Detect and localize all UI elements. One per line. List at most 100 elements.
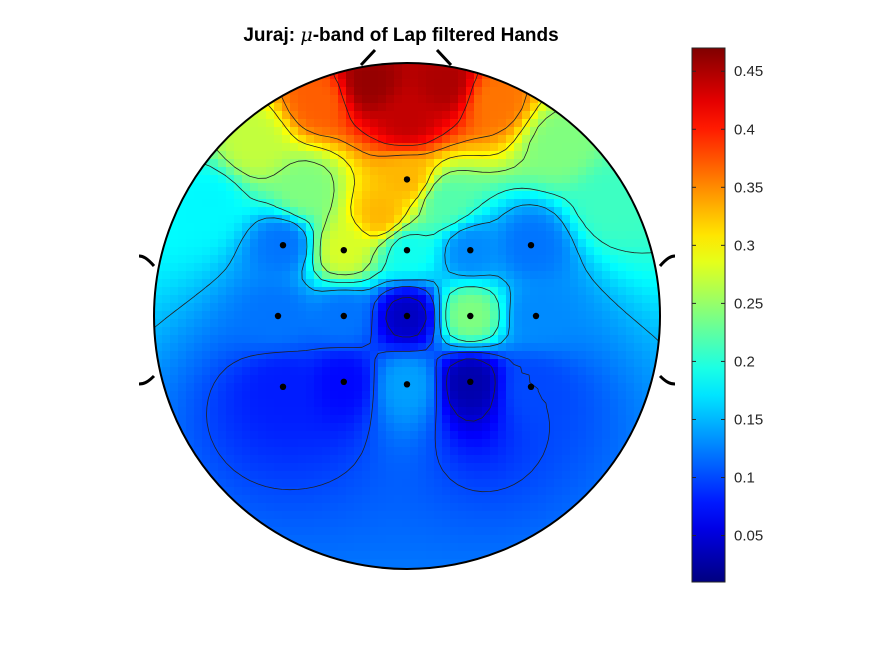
heatmap-cell [266, 407, 275, 416]
heatmap-cell [322, 543, 331, 552]
heatmap-cell [530, 159, 539, 168]
heatmap-cell [226, 447, 235, 456]
heatmap-cell [530, 247, 539, 256]
heatmap-cell [282, 119, 291, 128]
heatmap-cell [218, 175, 227, 184]
heatmap-cell [338, 359, 347, 368]
heatmap-cell [338, 279, 347, 288]
colorbar-tick-label: 0.2 [734, 353, 755, 370]
heatmap-cell [618, 431, 627, 440]
heatmap-cell [586, 231, 595, 240]
heatmap-cell [370, 439, 379, 448]
heatmap-cell [594, 247, 603, 256]
heatmap-cell [442, 335, 451, 344]
heatmap-cell [530, 183, 539, 192]
heatmap-cell [586, 263, 595, 272]
heatmap-cell [538, 439, 547, 448]
heatmap-cell [434, 255, 443, 264]
heatmap-cell [402, 343, 411, 352]
heatmap-cell [458, 87, 467, 96]
heatmap-cell [330, 463, 339, 472]
heatmap-cell [562, 191, 571, 200]
heatmap-cell [458, 535, 467, 544]
heatmap-cell [210, 455, 219, 464]
heatmap-cell [354, 175, 363, 184]
heatmap-cell [234, 207, 243, 216]
heatmap-cell [274, 231, 283, 240]
heatmap-cell [530, 335, 539, 344]
heatmap-cell [330, 239, 339, 248]
heatmap-cell [386, 111, 395, 120]
heatmap-cell [418, 391, 427, 400]
heatmap-cell [378, 359, 387, 368]
heatmap-cell [274, 135, 283, 144]
heatmap-cell [402, 399, 411, 408]
heatmap-cell [362, 343, 371, 352]
heatmap-cell [322, 367, 331, 376]
heatmap-cell [170, 407, 179, 416]
heatmap-cell [290, 207, 299, 216]
heatmap-cell [362, 399, 371, 408]
heatmap-cell [498, 319, 507, 328]
heatmap-cell [370, 207, 379, 216]
heatmap-cell [386, 391, 395, 400]
heatmap-cell [474, 303, 483, 312]
heatmap-cell [242, 191, 251, 200]
heatmap-cell [322, 327, 331, 336]
heatmap-cell [370, 415, 379, 424]
heatmap-cell [530, 447, 539, 456]
heatmap-cell [346, 367, 355, 376]
heatmap-cell [466, 167, 475, 176]
heatmap-cell [282, 471, 291, 480]
heatmap-cell [506, 471, 515, 480]
heatmap-cell [466, 199, 475, 208]
heatmap-cell [250, 295, 259, 304]
heatmap-cell [162, 263, 171, 272]
heatmap-cell [642, 343, 651, 352]
heatmap-cell [490, 207, 499, 216]
heatmap-cell [282, 431, 291, 440]
heatmap-cell [362, 519, 371, 528]
heatmap-cell [586, 407, 595, 416]
heatmap-cell [586, 455, 595, 464]
heatmap-cell [514, 479, 523, 488]
heatmap-cell [354, 151, 363, 160]
heatmap-cell [370, 407, 379, 416]
heatmap-cell [282, 495, 291, 504]
heatmap-cell [274, 327, 283, 336]
heatmap-cell [642, 311, 651, 320]
heatmap-cell [162, 287, 171, 296]
heatmap-cell [482, 103, 491, 112]
heatmap-cell [466, 415, 475, 424]
heatmap-cell [594, 471, 603, 480]
heatmap-cell [394, 103, 403, 112]
heatmap-cell [386, 503, 395, 512]
heatmap-cell [434, 391, 443, 400]
heatmap-cell [498, 79, 507, 88]
heatmap-cell [610, 263, 619, 272]
heatmap-cell [506, 127, 515, 136]
heatmap-cell [498, 135, 507, 144]
heatmap-cell [650, 271, 659, 280]
heatmap-cell [178, 223, 187, 232]
heatmap-cell [322, 263, 331, 272]
heatmap-cell [578, 439, 587, 448]
heatmap-cell [306, 271, 315, 280]
heatmap-cell [578, 463, 587, 472]
heatmap-cell [378, 431, 387, 440]
heatmap-cell [298, 375, 307, 384]
heatmap-cell [450, 303, 459, 312]
heatmap-cell [274, 399, 283, 408]
heatmap-cell [618, 351, 627, 360]
heatmap-cell [410, 327, 419, 336]
heatmap-cell [210, 215, 219, 224]
heatmap-cell [578, 375, 587, 384]
heatmap-cell [434, 295, 443, 304]
heatmap-cell [482, 367, 491, 376]
heatmap-cell [490, 335, 499, 344]
heatmap-cell [610, 415, 619, 424]
heatmap-cell [450, 455, 459, 464]
heatmap-cell [258, 335, 267, 344]
heatmap-cell [234, 279, 243, 288]
heatmap-cell [402, 223, 411, 232]
